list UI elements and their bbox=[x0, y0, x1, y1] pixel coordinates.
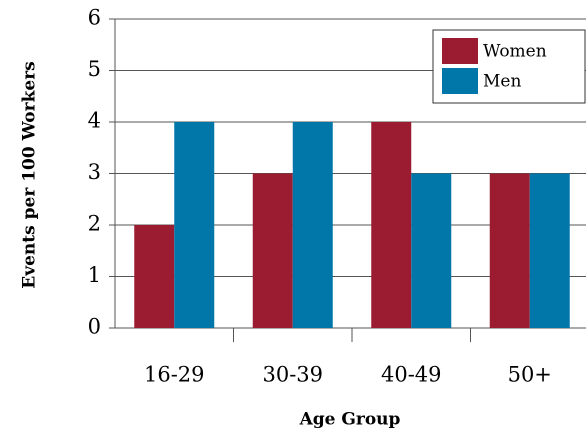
legend-label: Women bbox=[483, 42, 547, 62]
x-axis-title: Age Group bbox=[299, 410, 401, 430]
y-axis-title: Events per 100 Workers bbox=[20, 61, 40, 288]
legend-label: Men bbox=[483, 72, 521, 92]
y-tick-label: 3 bbox=[88, 160, 101, 184]
bar bbox=[292, 122, 333, 328]
bar bbox=[371, 122, 412, 328]
bar bbox=[252, 173, 293, 328]
bar bbox=[134, 225, 175, 328]
x-tick-label: 30-39 bbox=[262, 363, 323, 387]
y-tick-label: 5 bbox=[88, 57, 101, 81]
bar bbox=[489, 173, 530, 328]
y-tick-label: 4 bbox=[88, 109, 101, 133]
y-tick-label: 0 bbox=[88, 315, 101, 339]
y-tick-label: 1 bbox=[88, 263, 101, 287]
y-tick-label: 2 bbox=[88, 212, 101, 236]
y-tick-label: 6 bbox=[88, 6, 101, 30]
bar bbox=[529, 173, 570, 328]
x-tick-label: 16-29 bbox=[144, 363, 205, 387]
legend-swatch bbox=[442, 38, 478, 64]
bar bbox=[411, 173, 452, 328]
x-tick-label: 40-49 bbox=[381, 363, 442, 387]
x-tick-label: 50+ bbox=[508, 363, 552, 387]
legend-swatch bbox=[442, 68, 478, 94]
bar bbox=[174, 122, 215, 328]
